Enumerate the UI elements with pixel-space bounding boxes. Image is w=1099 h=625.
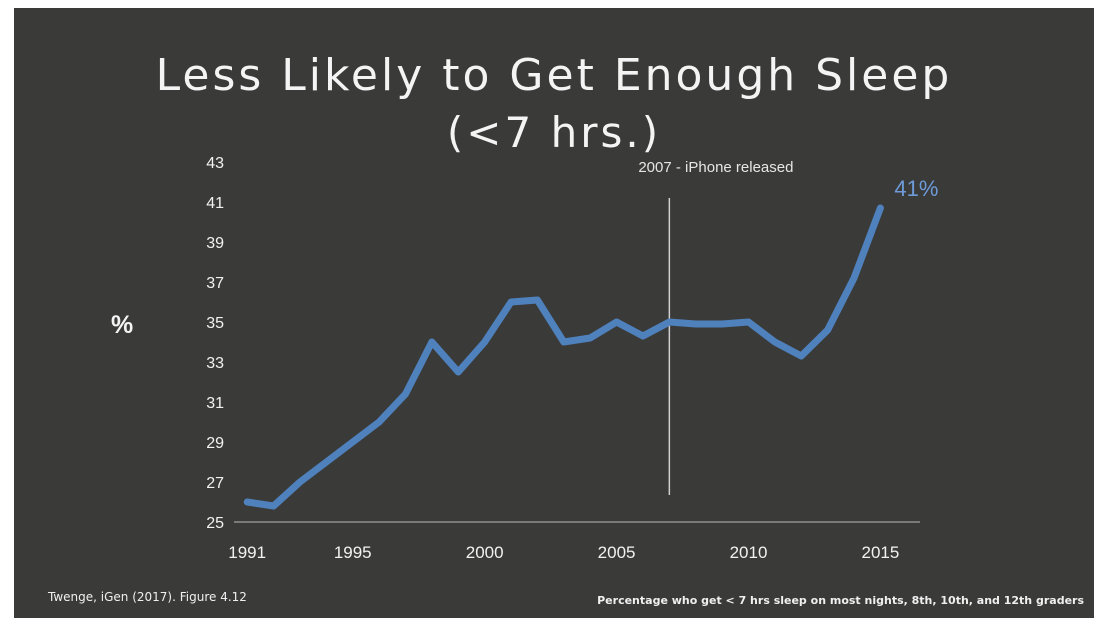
- end-value-label: 41%: [894, 176, 938, 201]
- y-tick-label: 25: [206, 515, 224, 532]
- slide: Less Likely to Get Enough Sleep (<7 hrs.…: [14, 8, 1094, 618]
- x-tick-label: 1991: [228, 543, 266, 562]
- annotation-label: 2007 - iPhone released: [638, 159, 793, 176]
- x-tick-label: 1995: [334, 543, 372, 562]
- slide-subtitle: (<7 hrs.): [446, 108, 662, 157]
- y-tick-label: 37: [206, 275, 224, 292]
- chart-caption: Percentage who get < 7 hrs sleep on most…: [597, 594, 1084, 607]
- line-chart: 25 27 29 31 33 35 37 39 41 43 1991 1995 2000 2005 201…: [206, 155, 938, 562]
- y-tick-label: 35: [206, 315, 224, 332]
- source-citation: Twenge, iGen (2017). Figure 4.12: [48, 590, 247, 604]
- x-tick-label: 2010: [730, 543, 768, 562]
- y-tick-labels: 25 27 29 31 33 35 37 39 41 43: [206, 155, 224, 532]
- x-tick-label: 2015: [862, 543, 900, 562]
- series-line: [243, 204, 884, 510]
- annotation-layer: 2007 - iPhone released: [638, 159, 793, 495]
- x-tick-label: 2005: [598, 543, 636, 562]
- y-tick-label: 43: [206, 155, 224, 172]
- y-tick-label: 31: [206, 395, 224, 412]
- y-axis-label: %: [111, 311, 134, 339]
- x-tick-label: 2000: [466, 543, 504, 562]
- x-tick-labels: 1991 1995 2000 2005 2010 2015: [228, 543, 899, 562]
- slide-title: Less Likely to Get Enough Sleep: [155, 50, 953, 101]
- y-tick-label: 39: [206, 235, 224, 252]
- y-tick-label: 29: [206, 435, 224, 452]
- y-tick-label: 27: [206, 475, 224, 492]
- y-tick-label: 33: [206, 355, 224, 372]
- y-tick-label: 41: [206, 195, 224, 212]
